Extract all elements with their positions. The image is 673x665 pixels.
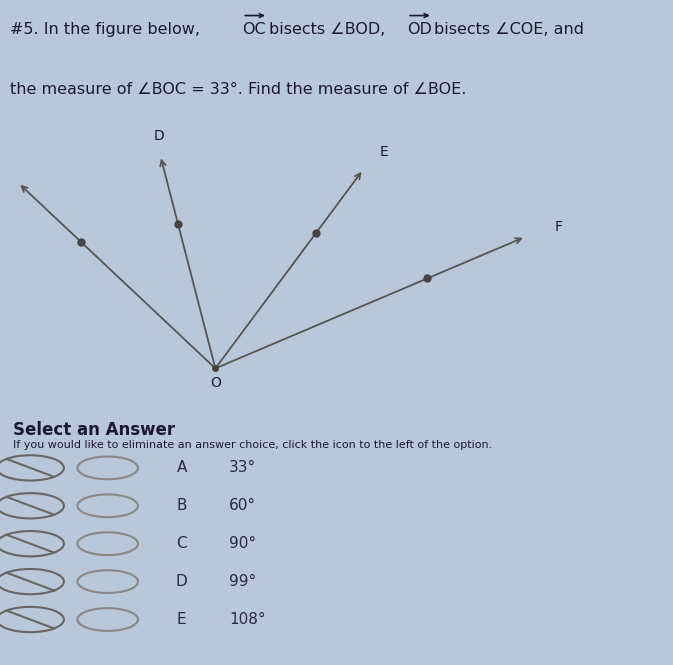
Text: 60°: 60° [229, 498, 256, 513]
Text: O: O [210, 376, 221, 390]
Text: #5. In the figure below,: #5. In the figure below, [10, 23, 200, 37]
Text: D: D [154, 129, 165, 143]
Text: OC: OC [242, 23, 266, 37]
Text: 33°: 33° [229, 460, 256, 475]
Text: 108°: 108° [229, 612, 265, 627]
Text: E: E [177, 612, 186, 627]
Text: OD: OD [407, 23, 432, 37]
Text: A: A [176, 460, 187, 475]
Text: F: F [555, 220, 563, 234]
Text: D: D [176, 574, 188, 589]
Text: Select an Answer: Select an Answer [13, 421, 176, 439]
Text: bisects ∠COE, and: bisects ∠COE, and [434, 23, 584, 37]
Text: 90°: 90° [229, 536, 256, 551]
Text: bisects ∠BOD,: bisects ∠BOD, [269, 23, 386, 37]
Text: the measure of ∠BOC = 33°. Find the measure of ∠BOE.: the measure of ∠BOC = 33°. Find the meas… [10, 82, 466, 97]
Text: B: B [176, 498, 187, 513]
Text: If you would like to eliminate an answer choice, click the icon to the left of t: If you would like to eliminate an answer… [13, 440, 493, 450]
Text: C: C [176, 536, 187, 551]
Text: 99°: 99° [229, 574, 256, 589]
Text: E: E [380, 144, 388, 158]
